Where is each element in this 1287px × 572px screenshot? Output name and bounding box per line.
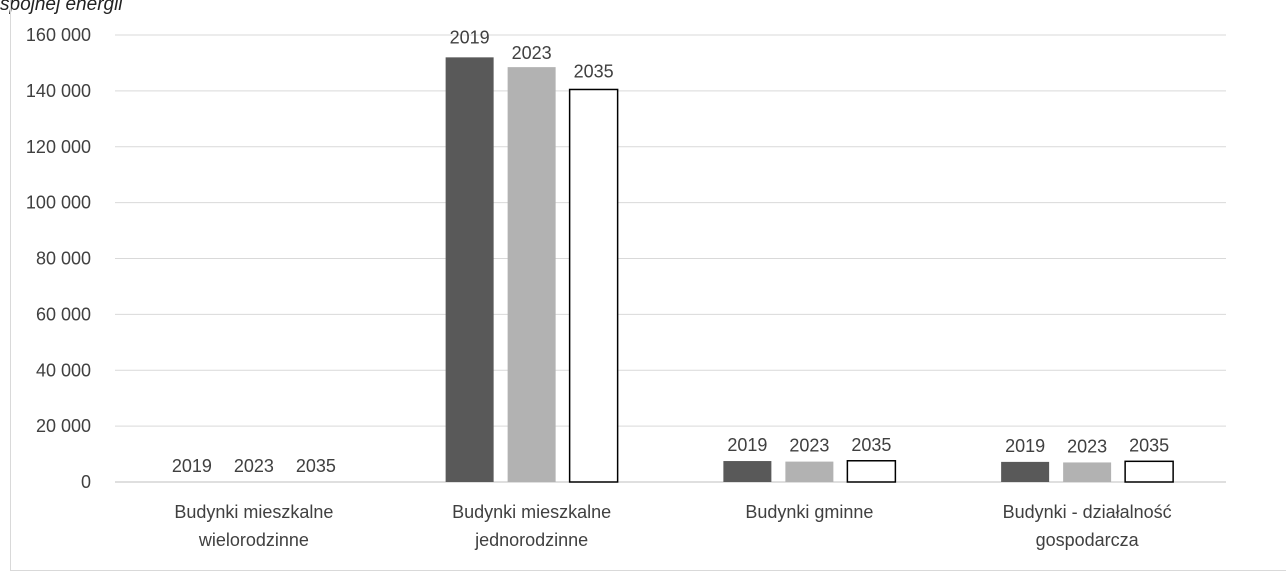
bar-data-label: 2019 bbox=[1005, 436, 1045, 456]
x-category-label: jednorodzinne bbox=[474, 530, 588, 550]
bar bbox=[1001, 461, 1050, 482]
bar bbox=[785, 461, 834, 482]
bar bbox=[445, 57, 494, 482]
chart-frame bbox=[10, 0, 1286, 571]
bar-data-label: 2019 bbox=[172, 456, 212, 476]
x-category-label: Budynki gminne bbox=[745, 502, 873, 522]
x-category-label: wielorodzinne bbox=[198, 530, 309, 550]
bar bbox=[507, 67, 556, 483]
x-category-label: gospodarcza bbox=[1036, 530, 1140, 550]
y-tick-label: 120 000 bbox=[26, 137, 91, 157]
y-tick-label: 0 bbox=[81, 472, 91, 492]
y-tick-label: 80 000 bbox=[36, 249, 91, 269]
bar-data-label: 2035 bbox=[1129, 435, 1169, 455]
y-tick-label: 20 000 bbox=[36, 416, 91, 436]
x-category-label: Budynki mieszkalne bbox=[174, 502, 333, 522]
y-tick-label: 60 000 bbox=[36, 304, 91, 324]
bar bbox=[723, 461, 772, 482]
bar-data-label: 2019 bbox=[727, 435, 767, 455]
bar bbox=[568, 88, 619, 483]
chart-caption: spójnej energii bbox=[0, 0, 123, 15]
y-tick-label: 40 000 bbox=[36, 360, 91, 380]
bar-data-label: 2023 bbox=[1067, 436, 1107, 456]
bar-data-label: 2023 bbox=[789, 436, 829, 456]
bar-data-label: 2035 bbox=[574, 61, 614, 81]
bar-data-label: 2023 bbox=[234, 456, 274, 476]
x-category-label: Budynki mieszkalne bbox=[452, 502, 611, 522]
x-category-label: Budynki - działalność bbox=[1003, 502, 1172, 522]
y-tick-label: 100 000 bbox=[26, 193, 91, 213]
y-tick-label: 160 000 bbox=[26, 25, 91, 45]
bar-data-label: 2019 bbox=[450, 27, 490, 47]
bar bbox=[846, 460, 897, 483]
bar bbox=[1063, 462, 1112, 482]
bar-data-label: 2035 bbox=[296, 456, 336, 476]
y-tick-label: 140 000 bbox=[26, 81, 91, 101]
bar-data-label: 2035 bbox=[851, 435, 891, 455]
bar-data-label: 2023 bbox=[512, 43, 552, 63]
bar bbox=[1124, 460, 1174, 483]
